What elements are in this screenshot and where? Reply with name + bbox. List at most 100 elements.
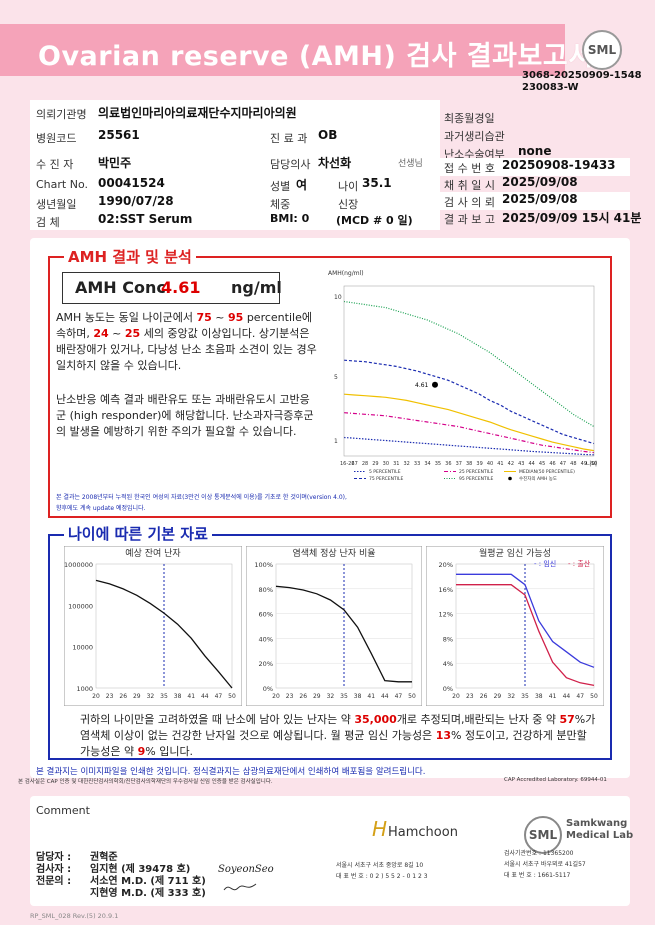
sml-address: 검사기관번호 : 11365200 서울시 서초구 바우뫼로 41길57 대 표… [504,850,586,879]
test-request-value: 2025/09/08 [502,192,578,206]
amh-conc-unit: ng/ml [231,278,282,297]
small-chart-line [456,573,595,668]
amh-xtick: 30 [383,461,389,467]
amh-xtick: 35 [435,461,441,467]
small-chart-ytick: 16% [439,586,453,594]
height-label: 신장 [338,198,359,211]
amh-xtick: 34 [424,461,430,467]
sml-footer-name: Samkwang Medical Lab [566,818,634,841]
hospital-code-value: 25561 [98,128,140,142]
patient-label: 수 진 자 [36,158,74,171]
amh-xtick: 32 [404,461,410,467]
amh-ytick-5: 5 [334,374,338,381]
doctor-suffix: 선생님 [398,159,423,169]
amh-xtick: 27 [351,461,357,467]
small-chart-xtick: 41 [549,693,557,700]
monthly-pregnancy-chart: 월평균 임신 가능성 20% 16% 12% 8% 4% 0%20 23 26 29 32 35 38 4… [426,546,604,706]
amh-conc-label: AMH Conc [75,278,166,297]
amh-xtick: 46 [549,461,555,467]
small-chart-xtick: 35 [340,693,348,700]
small-chart-line [95,579,233,689]
amh-xtick: 38 [466,461,472,467]
age-label: 나이 [338,180,359,193]
patient-info-panel [30,100,440,230]
small-chart-ytick: 20% [439,561,453,569]
comment-label: Comment [36,804,90,817]
amh-legend-item: 95 PERCENTILE [459,476,494,482]
specimen-value: 02:SST Serum [98,212,193,226]
small-chart-title: 월평균 임신 가능성 [479,547,551,559]
small-chart-xtick: 38 [535,693,543,700]
bmi-field: BMI: 0 [270,212,310,225]
small-chart-xtick: 29 [133,693,141,700]
amh-xtick: 29 [372,461,378,467]
comment-panel [30,796,630,906]
amh-chart-ylabel: AMH(ng/ml) [328,270,364,277]
small-chart-xtick: 50 [228,693,236,700]
amh-ytick-10: 10 [334,294,342,301]
age-section-title: 나이에 따른 기본 자료 [64,523,212,544]
small-chart-ytick: 80% [259,586,273,594]
small-chart-xtick: 44 [381,693,389,700]
small-chart-xtick: 41 [367,693,375,700]
signature-image: SoyeonSeo [218,864,274,875]
receipt-value: 20250908-19433 [502,158,616,172]
amh-legend-item: MEDIAN(50 PERCENTILE) [519,469,575,475]
svg-text:Hamchoon: Hamchoon [388,825,458,840]
small-chart-ytick: 4% [443,660,453,668]
small-chart-xtick: 35 [521,693,529,700]
small-chart-ytick: 60% [259,611,273,619]
small-chart-ytick: 10000 [72,644,93,652]
small-chart-ytick: 1000 [76,685,93,693]
amh-xtick: 43 [518,461,524,467]
small-chart-xtick: 50 [408,693,416,700]
hamchoon-address: 서울시 서초구 서초 중앙로 8길 10 대 표 번 호 : 0 2 ) 5 5… [336,862,428,880]
small-chart-ytick: 40% [259,635,273,643]
amh-legend-item: 75 PERCENTILE [369,476,404,482]
small-chart-ytick: 12% [439,611,453,619]
sml-logo-icon: SML [582,30,622,70]
small-chart-xtick: 26 [119,693,127,700]
small-chart-xtick: 32 [327,693,335,700]
institution-value: 의료법인마리아의료재단수지마리아의원 [98,106,297,120]
small-chart-ytick: 100000 [68,602,93,610]
amh-series-line [343,393,595,452]
small-chart-xtick: 23 [466,693,474,700]
amh-chart-xlabel: 나이 [586,460,597,468]
amh-xtick: 39 [476,461,482,467]
amh-xtick: 40 [487,461,493,467]
small-chart-legend: - : 출산 [568,559,591,568]
dob-value: 1990/07/28 [98,194,174,208]
small-chart-line [456,584,595,687]
amh-xtick: 42 [508,461,514,467]
patient-amh-point-label: 4.61 [415,382,429,389]
small-chart-xtick: 23 [286,693,294,700]
small-chart-xtick: 29 [494,693,502,700]
amh-xtick: 28 [362,461,368,467]
small-chart-ytick: 100% [254,561,273,569]
age-summary-text: 귀하의 나이만을 고려하였을 때 난소에 남아 있는 난자는 약 35,000개… [80,713,596,758]
age-value: 35.1 [362,176,392,190]
amh-xtick: 50 [591,461,597,467]
amh-ytick-1: 1 [334,438,338,445]
small-chart-title: 예상 잔여 난자 [125,547,181,559]
small-chart-ytick: 1000000 [64,561,93,569]
small-chart-xtick: 29 [313,693,321,700]
collect-label: 채 취 일 시 [444,179,495,192]
small-chart-line [275,585,412,683]
amh-xtick: 45 [539,461,545,467]
title-banner [0,24,565,76]
small-chart-xtick: 41 [187,693,195,700]
mcd-value: (MCD # 0 일) [336,214,413,227]
small-chart-xtick: 32 [507,693,515,700]
amh-section [48,256,612,518]
chart-no-value: 00041524 [98,176,165,190]
institution-label: 의뢰기관명 [36,108,87,121]
sex-label: 성별 [270,180,291,193]
small-chart-xtick: 38 [174,693,182,700]
receipt-label: 접 수 번 호 [444,162,495,175]
amh-section-title: AMH 결과 및 분석 [64,246,196,267]
report-date-label: 결 과 보 고 [444,213,495,226]
